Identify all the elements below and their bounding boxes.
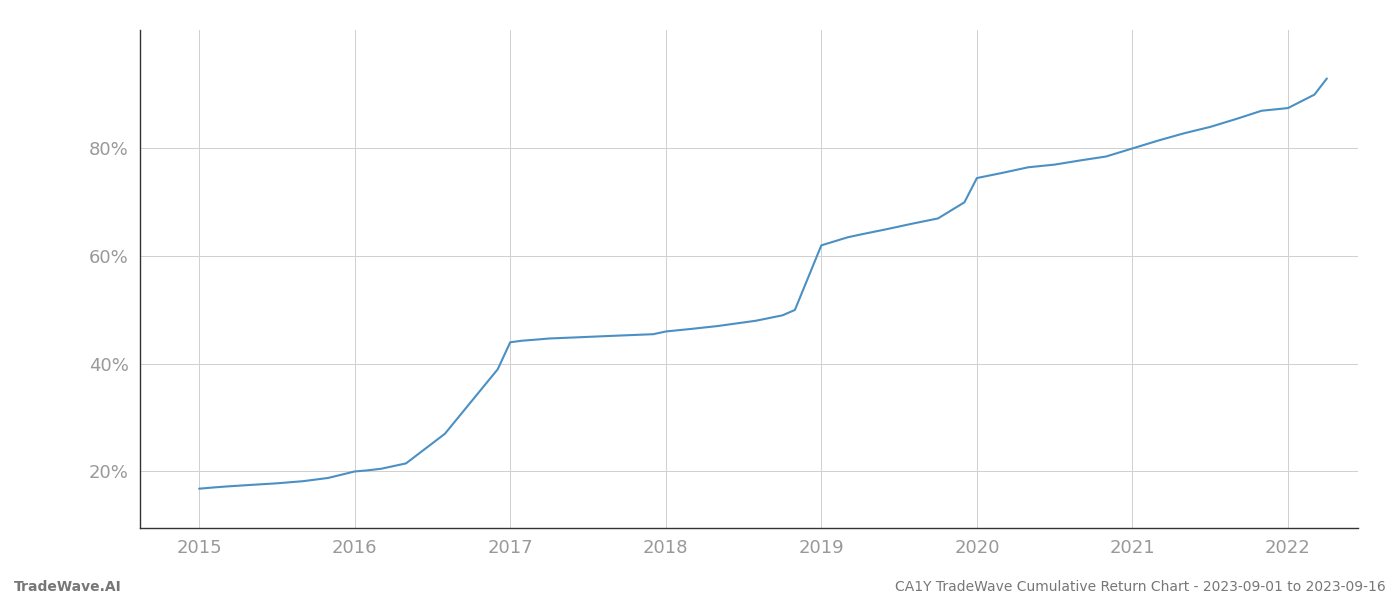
Text: CA1Y TradeWave Cumulative Return Chart - 2023-09-01 to 2023-09-16: CA1Y TradeWave Cumulative Return Chart -… <box>895 580 1386 594</box>
Text: TradeWave.AI: TradeWave.AI <box>14 580 122 594</box>
